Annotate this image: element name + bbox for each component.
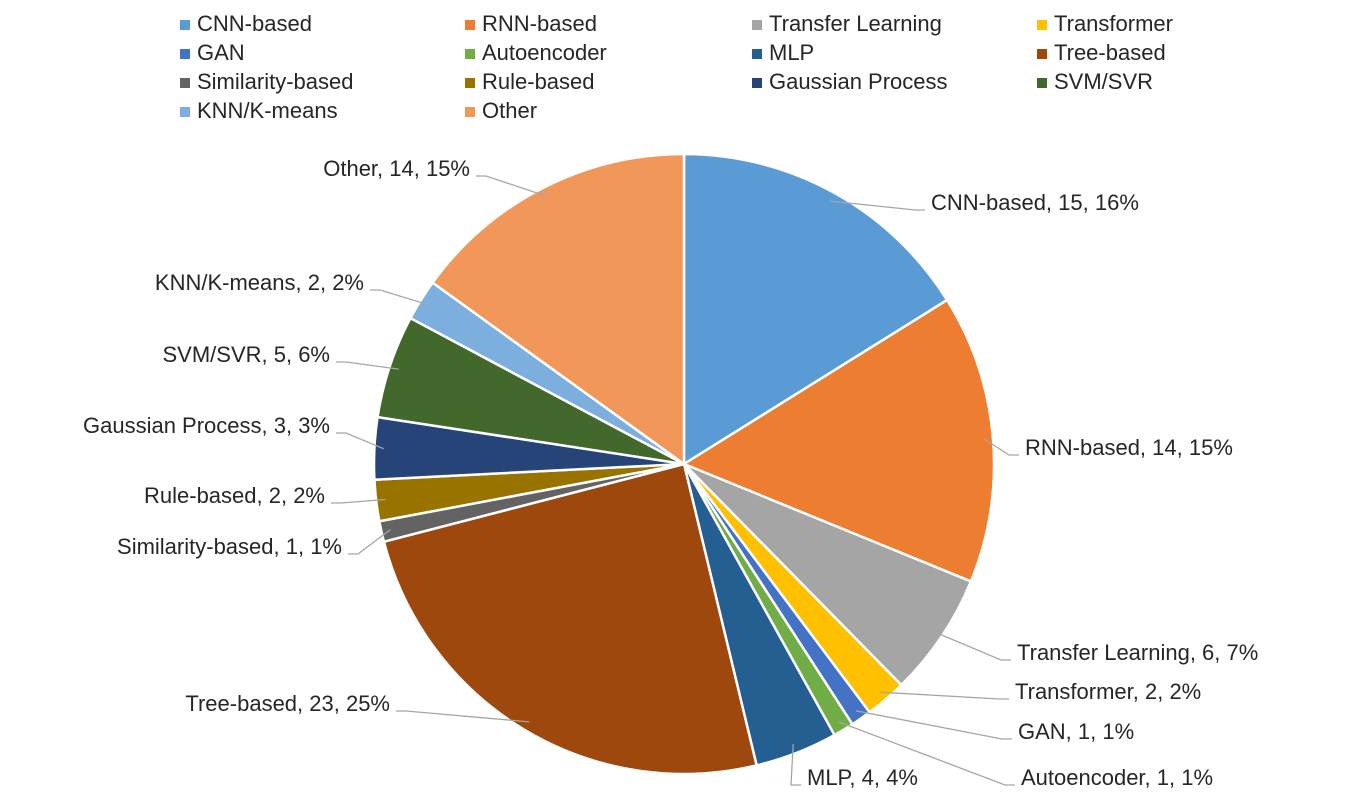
legend-label: Transformer xyxy=(1054,11,1173,36)
data-label: Other, 14, 15% xyxy=(323,156,470,181)
leader-line xyxy=(331,498,386,504)
data-label: Similarity-based, 1, 1% xyxy=(117,534,342,559)
legend-swatch xyxy=(1037,78,1047,88)
legend-label: SVM/SVR xyxy=(1054,69,1153,94)
legend-label: Similarity-based xyxy=(197,69,354,94)
legend-label: Autoencoder xyxy=(482,40,607,65)
leader-line xyxy=(855,710,1012,740)
pie-slice xyxy=(382,462,759,776)
leader-line xyxy=(370,289,430,306)
leader-line xyxy=(879,691,1009,700)
legend-label: Transfer Learning xyxy=(769,11,942,36)
legend-swatch xyxy=(752,49,762,59)
data-label: Gaussian Process, 3, 3% xyxy=(83,413,330,438)
leader-line xyxy=(983,438,1019,456)
leader-line xyxy=(838,721,1015,786)
leader-line xyxy=(336,432,384,450)
legend-label: CNN-based xyxy=(197,11,312,36)
data-label: MLP, 4, 4% xyxy=(807,765,918,790)
pie-slice xyxy=(681,298,996,584)
legend-label: RNN-based xyxy=(482,11,597,36)
data-label: Autoencoder, 1, 1% xyxy=(1021,765,1213,790)
legend-label: Gaussian Process xyxy=(769,69,948,94)
data-label: SVM/SVR, 5, 6% xyxy=(162,342,330,367)
pie-slice xyxy=(683,462,973,687)
data-label: CNN-based, 15, 16% xyxy=(931,190,1139,215)
leader-line xyxy=(790,744,801,786)
legend-swatch xyxy=(465,20,475,30)
legend-swatch xyxy=(180,20,190,30)
data-label: Transformer, 2, 2% xyxy=(1015,679,1201,704)
leader-line xyxy=(829,200,925,211)
legend-swatch xyxy=(1037,20,1047,30)
legend-label: MLP xyxy=(769,40,814,65)
legend-swatch xyxy=(465,78,475,88)
leader-line xyxy=(933,630,1011,661)
legend-swatch xyxy=(180,49,190,59)
data-label: Rule-based, 2, 2% xyxy=(144,483,325,508)
data-label: RNN-based, 14, 15% xyxy=(1025,435,1233,460)
legend-swatch xyxy=(1037,49,1047,59)
leader-line xyxy=(476,175,548,197)
leader-line xyxy=(348,528,391,555)
legend-swatch xyxy=(465,49,475,59)
pie-slice xyxy=(430,152,686,467)
data-label: Transfer Learning, 6, 7% xyxy=(1017,640,1258,665)
legend-swatch xyxy=(180,107,190,117)
legend-swatch xyxy=(752,78,762,88)
leader-line xyxy=(336,361,399,370)
legend-label: GAN xyxy=(197,40,245,65)
pie-slice xyxy=(682,152,949,467)
legend-swatch xyxy=(180,78,190,88)
legend-swatch xyxy=(465,107,475,117)
legend-label: Tree-based xyxy=(1054,40,1166,65)
data-label: KNN/K-means, 2, 2% xyxy=(155,270,364,295)
data-label: GAN, 1, 1% xyxy=(1018,719,1134,744)
legend-label: Rule-based xyxy=(482,69,595,94)
legend-swatch xyxy=(752,20,762,30)
data-label: Tree-based, 23, 25% xyxy=(185,691,390,716)
leader-line xyxy=(396,710,530,723)
legend-label: KNN/K-means xyxy=(197,98,338,123)
legend-label: Other xyxy=(482,98,537,123)
